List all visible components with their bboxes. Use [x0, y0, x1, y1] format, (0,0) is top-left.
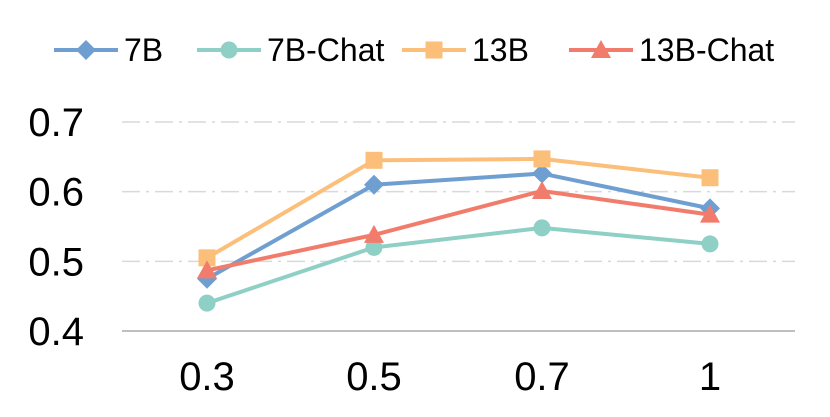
data-point	[532, 163, 552, 184]
x-tick-label: 0.3	[179, 355, 235, 399]
legend-marker	[220, 41, 238, 59]
x-tick-label: 0.5	[346, 355, 402, 399]
x-axis-tick-labels: 0.3 0.5 0.7 1	[179, 355, 721, 399]
data-point	[701, 235, 719, 253]
y-tick-label: 0.6	[28, 171, 84, 215]
legend-label: 13B-Chat	[639, 32, 774, 68]
y-tick-label: 0.7	[28, 101, 84, 145]
data-point	[700, 204, 720, 223]
series-line	[206, 225, 711, 306]
legend-label: 13B	[472, 32, 529, 68]
legend-item: 13B	[402, 32, 529, 68]
x-tick-label: 0.7	[514, 355, 570, 399]
series-line	[205, 156, 711, 260]
data-point	[701, 169, 719, 187]
legend-item: 7B-Chat	[197, 32, 385, 68]
series-7b	[197, 163, 720, 289]
data-point	[532, 180, 552, 199]
series-13b	[198, 150, 719, 267]
series-line	[206, 188, 711, 273]
series-line	[206, 171, 711, 281]
data-point	[198, 249, 216, 267]
legend-marker	[76, 40, 96, 60]
x-tick-label: 1	[699, 355, 721, 399]
legend-label: 7B-Chat	[267, 32, 385, 68]
series-lines	[197, 150, 720, 312]
legend-item: 7B	[54, 32, 163, 68]
legend-label: 7B	[124, 32, 163, 68]
data-point	[365, 151, 383, 169]
data-point	[533, 150, 551, 168]
data-point	[364, 224, 384, 243]
series-7b-chat	[198, 219, 719, 312]
legend: 7B 7B-Chat 13B 13B-Chat	[54, 32, 774, 68]
legend-item: 13B-Chat	[569, 32, 774, 68]
data-point	[365, 238, 383, 256]
y-axis-tick-labels: 0.4 0.5 0.6 0.7	[28, 101, 84, 354]
data-point	[198, 294, 216, 312]
data-point	[197, 260, 217, 279]
series-13b-chat	[197, 180, 720, 279]
data-point	[533, 219, 551, 237]
y-tick-label: 0.4	[28, 310, 84, 354]
legend-marker	[425, 41, 443, 59]
data-point	[364, 174, 384, 195]
y-tick-label: 0.5	[28, 240, 84, 284]
legend-marker	[591, 40, 611, 58]
